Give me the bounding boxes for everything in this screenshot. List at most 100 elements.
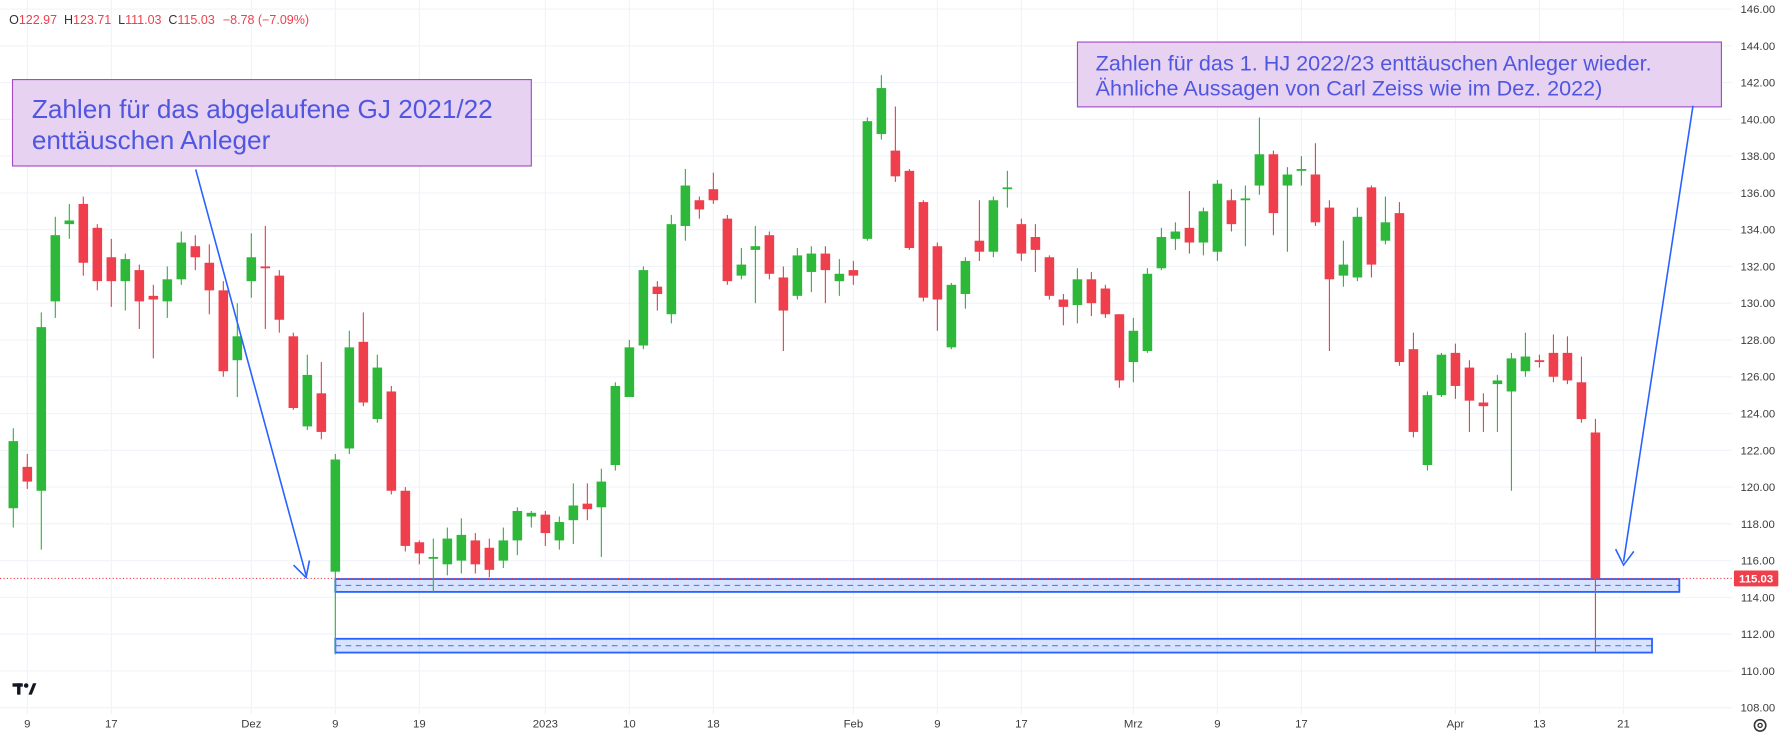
candle-body xyxy=(736,264,747,276)
candle-body xyxy=(1562,352,1573,381)
candle-body xyxy=(890,150,901,177)
x-tick-label: Apr xyxy=(1447,719,1465,731)
x-tick-label: 17 xyxy=(1295,719,1308,731)
candle-body xyxy=(106,257,117,282)
candle-body xyxy=(1086,279,1097,304)
candle-body xyxy=(694,200,705,210)
candle-body xyxy=(498,540,509,561)
candle-body xyxy=(680,185,691,226)
candle-body xyxy=(232,336,243,361)
candle-body xyxy=(1492,380,1503,385)
candle-body xyxy=(1366,187,1377,265)
candle-body xyxy=(1590,432,1601,579)
candle-body xyxy=(988,200,999,252)
y-tick-label: 128.00 xyxy=(1740,335,1775,347)
candle-body xyxy=(596,481,607,508)
candle-body xyxy=(344,347,355,449)
candle-body xyxy=(358,341,369,403)
candle-body xyxy=(1198,211,1209,243)
candle-body xyxy=(484,547,495,570)
candle-body xyxy=(302,374,313,427)
axes: 146.00 144.00 142.00 140.00 138.00 136.00 134.… xyxy=(0,4,1779,731)
candle-body xyxy=(1100,288,1111,315)
ohlc-key: O xyxy=(9,13,19,27)
y-tick-label: 134.00 xyxy=(1740,225,1775,237)
logo xyxy=(12,683,37,695)
candle-body xyxy=(610,385,621,466)
logo-part xyxy=(17,683,21,695)
candle-body xyxy=(1044,257,1055,296)
candle-body xyxy=(1548,352,1559,377)
candle-body xyxy=(330,459,341,572)
x-tick-label: 19 xyxy=(413,719,426,731)
ohlc-value: 123.71 xyxy=(73,13,111,27)
ohlc-value: 122.97 xyxy=(19,13,57,27)
candle-body xyxy=(316,393,327,432)
candle-body xyxy=(218,290,229,372)
settings-icon[interactable] xyxy=(1753,718,1767,732)
x-tick-label: Mrz xyxy=(1124,719,1143,731)
candle-body xyxy=(148,295,159,300)
gear-center[interactable] xyxy=(1757,722,1763,729)
candles xyxy=(8,75,1601,655)
candle-body xyxy=(1072,279,1083,306)
x-tick-label: 17 xyxy=(1015,719,1028,731)
annotation-box xyxy=(11,79,532,167)
y-tick-label: 146.00 xyxy=(1740,4,1775,16)
annotation-text: Zahlen für das 1. HJ 2022/23 enttäuschen… xyxy=(1096,50,1652,75)
y-tick-label: 130.00 xyxy=(1740,298,1775,310)
candle-body xyxy=(946,284,957,348)
annotation-text: enttäuschen Anleger xyxy=(32,125,271,155)
candle-body xyxy=(120,259,131,282)
candle-body xyxy=(904,170,915,249)
candle-body xyxy=(1002,187,1013,190)
x-tick-label: Feb xyxy=(844,719,864,731)
x-tick-label: 17 xyxy=(105,719,118,731)
candle-body xyxy=(722,218,733,282)
candle-body xyxy=(442,538,453,565)
candle-body xyxy=(176,242,187,280)
x-tick-label: 9 xyxy=(934,719,940,731)
candle-body xyxy=(848,270,859,276)
logo-part xyxy=(23,683,29,688)
y-tick-label: 124.00 xyxy=(1740,409,1775,421)
candle-body xyxy=(64,220,75,225)
arrow-head xyxy=(292,560,311,580)
y-tick-label: 138.00 xyxy=(1740,151,1775,163)
candle-body xyxy=(960,260,971,295)
candle-body xyxy=(1296,168,1307,171)
x-tick-label: 2023 xyxy=(533,719,558,731)
candle-body xyxy=(624,347,635,397)
candle-body xyxy=(456,534,467,561)
candle-body xyxy=(1324,207,1335,280)
gear[interactable] xyxy=(1753,718,1767,732)
candle-body xyxy=(1170,231,1181,239)
ohlc-key: C xyxy=(168,13,177,27)
candle-body xyxy=(1128,330,1139,363)
y-tick-label: 112.00 xyxy=(1741,629,1775,641)
candle-body xyxy=(1310,174,1321,223)
ohlc-header: O122.97 H123.71 L111.03 C115.03 −8.78 (−… xyxy=(9,13,309,27)
candle-body xyxy=(1114,314,1125,381)
y-tick-label: 126.00 xyxy=(1740,372,1775,384)
candle-body xyxy=(1282,174,1293,186)
x-tick-label: 9 xyxy=(332,719,338,731)
candle-body xyxy=(134,270,145,302)
x-tick-label: 9 xyxy=(1214,719,1220,731)
candle-body xyxy=(372,367,383,420)
candle-body xyxy=(190,246,201,258)
candle-body xyxy=(428,556,439,559)
candle-body xyxy=(400,490,411,546)
candle-body xyxy=(862,121,873,239)
candle-body xyxy=(554,522,565,541)
y-tick-label: 132.00 xyxy=(1740,261,1775,273)
annotation-text: Ähnliche Aussagen von Carl Zeiss wie im … xyxy=(1096,76,1603,101)
x-tick-label: 13 xyxy=(1533,719,1546,731)
y-tick-label: 144.00 xyxy=(1740,41,1775,53)
candle-body xyxy=(246,257,257,282)
candle-body xyxy=(260,266,271,269)
candle-body xyxy=(568,505,579,521)
candle-body xyxy=(1450,352,1461,386)
y-tick-label: 140.00 xyxy=(1740,114,1775,126)
